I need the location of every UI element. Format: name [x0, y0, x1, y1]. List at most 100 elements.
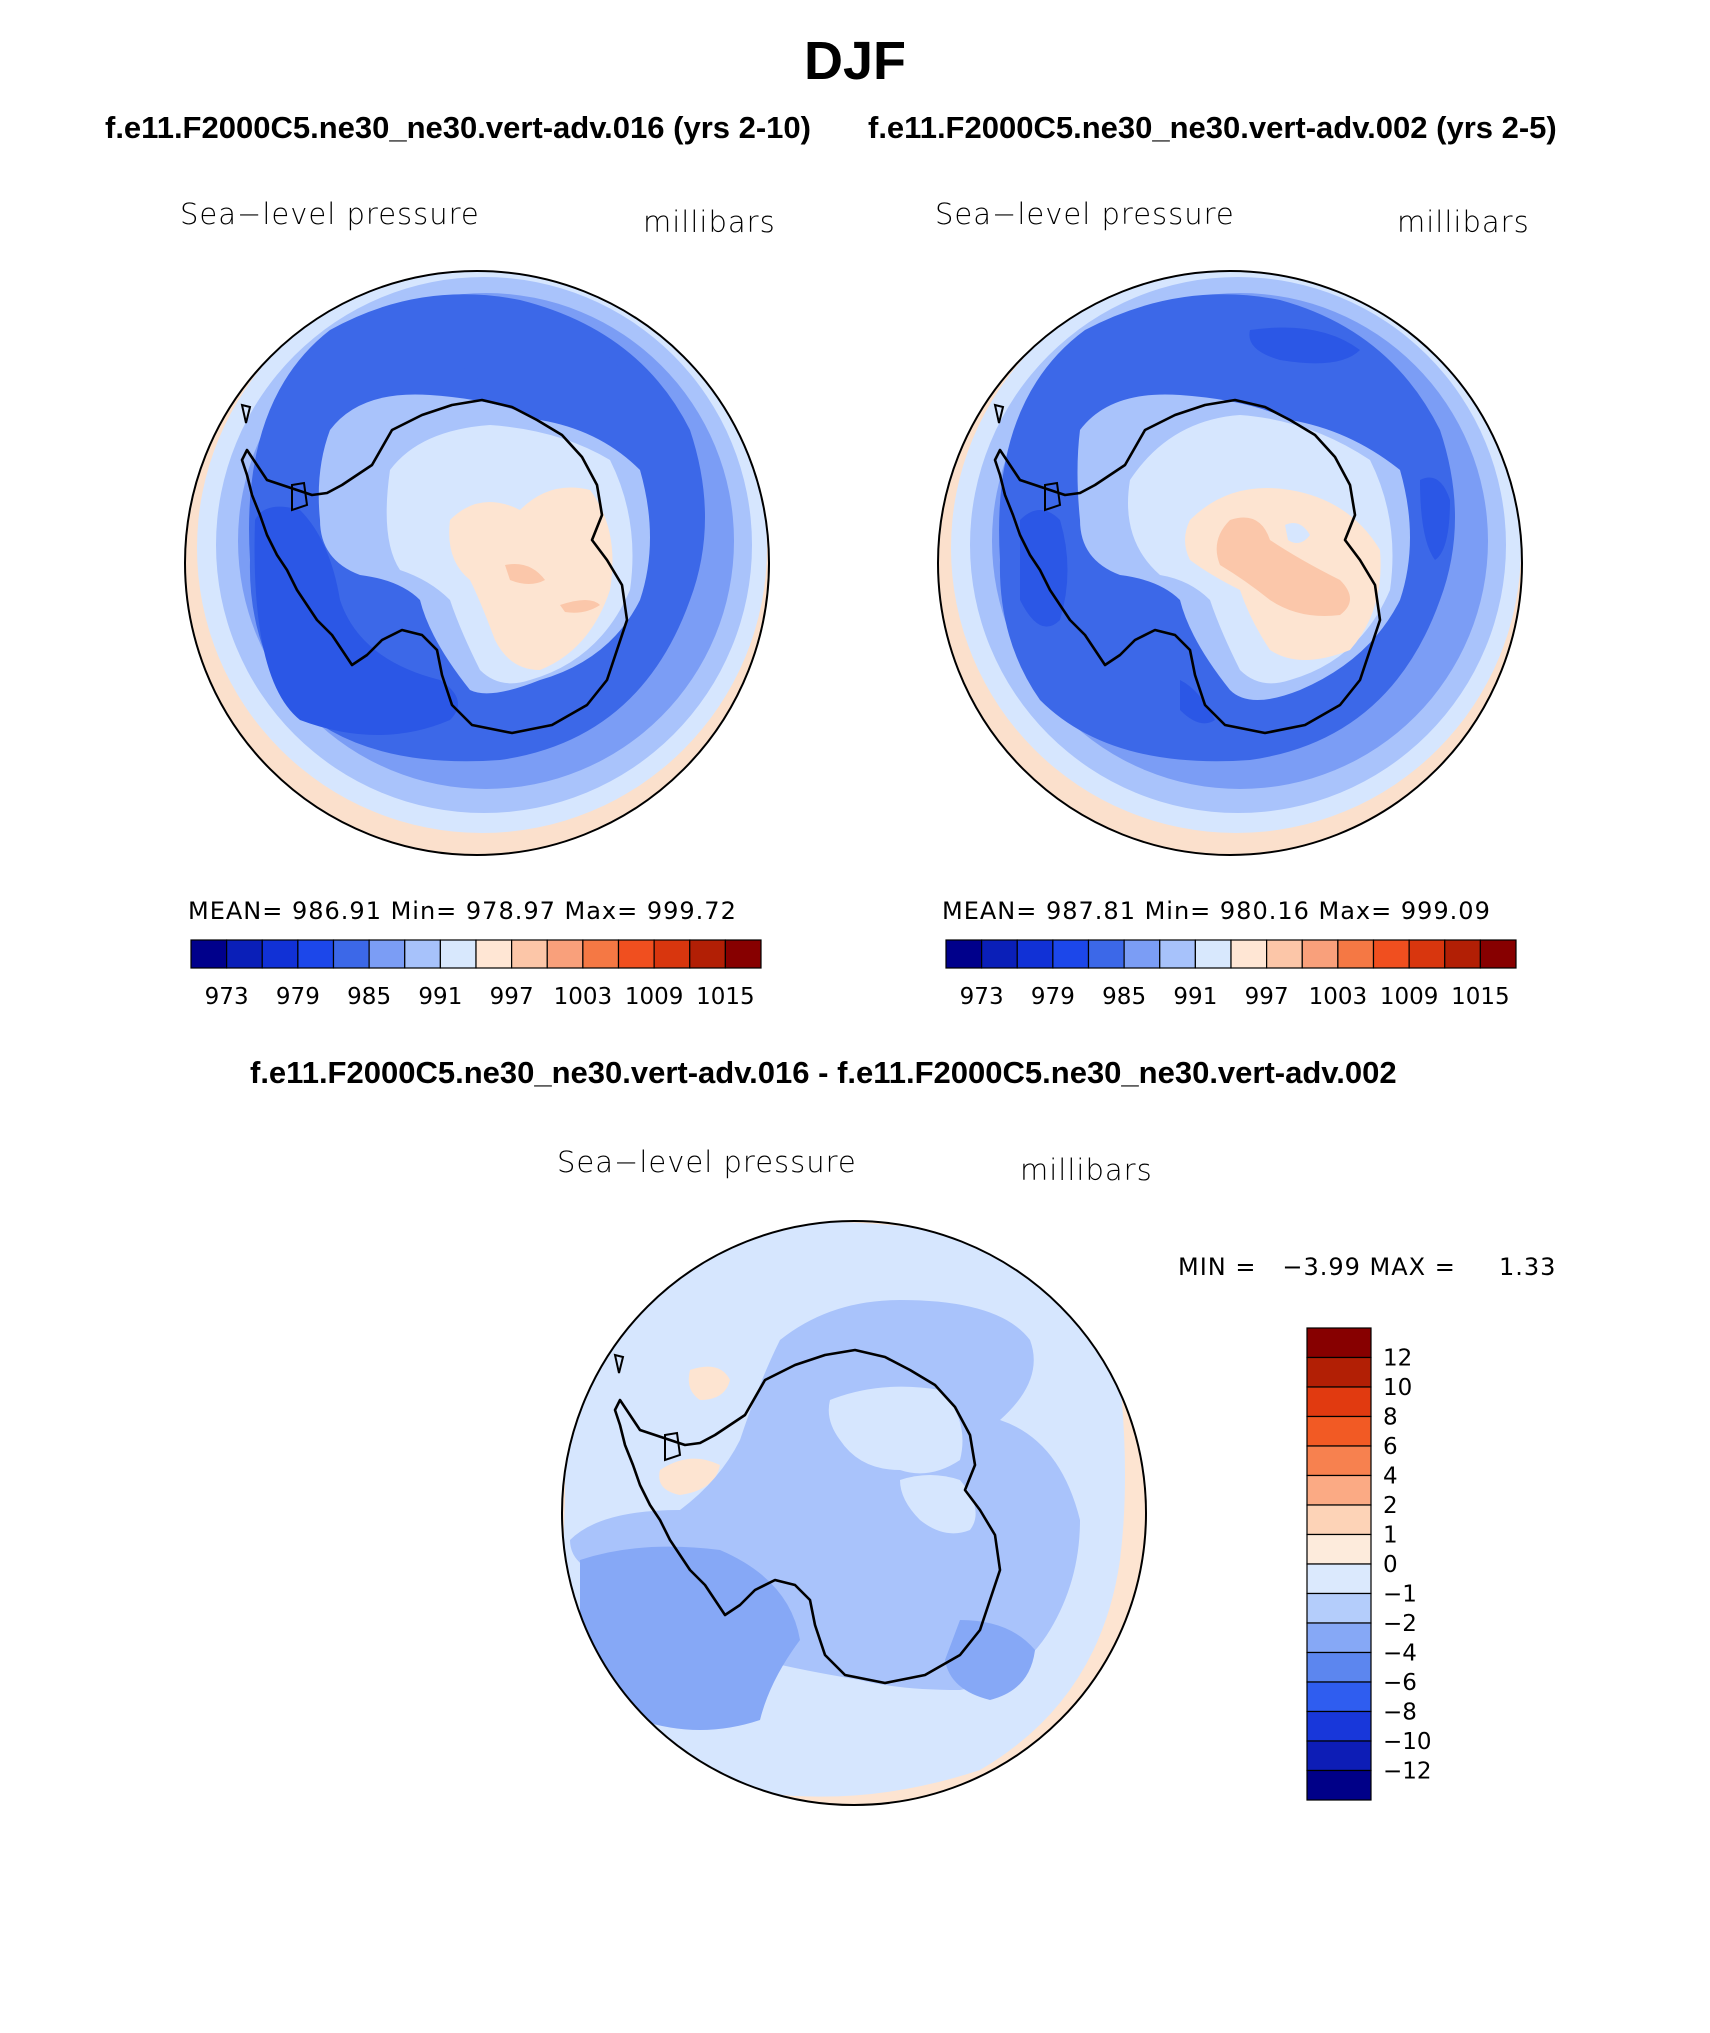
left-colorbar-swatch	[439, 939, 477, 969]
right-colorbar-swatch	[1052, 939, 1090, 969]
right-colorbar-swatch	[1372, 939, 1410, 969]
left-units-label: millibars	[643, 205, 776, 239]
right-colorbar-swatch	[1479, 939, 1517, 969]
right-units-label: millibars	[1397, 205, 1530, 239]
difference-colorbar-swatch	[1306, 1769, 1372, 1801]
diff-units-label: millibars	[1020, 1153, 1153, 1187]
right-colorbar-tick-label: 991	[1173, 984, 1217, 1010]
left-colorbar-tick-label: 1003	[554, 984, 613, 1010]
left-colorbar-swatch	[653, 939, 691, 969]
right-colorbar-swatch	[1087, 939, 1125, 969]
right-colorbar-tick-label: 973	[960, 984, 1004, 1010]
left-colorbar-swatch	[332, 939, 370, 969]
difference-colorbar-swatch	[1306, 1651, 1372, 1683]
left-colorbar-swatch	[190, 939, 228, 969]
right-colorbar-swatch	[1194, 939, 1232, 969]
right-colorbar-tick-label: 1009	[1380, 984, 1439, 1010]
right-colorbar-swatch	[1444, 939, 1481, 969]
difference-colorbar-tick-label: −12	[1383, 1759, 1432, 1785]
right-colorbar-swatch	[1337, 939, 1375, 969]
difference-polar-map	[562, 1221, 1146, 1805]
difference-colorbar-tick-label: −6	[1383, 1670, 1417, 1696]
right-colorbar-swatch	[1159, 939, 1196, 969]
right-colorbar-tick-label: 979	[1031, 984, 1075, 1010]
right-map-border	[937, 270, 1523, 856]
difference-colorbar-tick-label: 2	[1383, 1493, 1398, 1519]
diff-variable-label: Sea−level pressure	[557, 1145, 857, 1179]
difference-colorbar-tick-label: −2	[1383, 1611, 1417, 1637]
right-stats: MEAN= 987.81 Min= 980.16 Max= 999.09	[942, 897, 1491, 925]
left-colorbar-tick-label: 1015	[696, 984, 755, 1010]
right-colorbar-swatch	[1301, 939, 1339, 969]
right-colorbar-swatch	[1230, 939, 1268, 969]
left-colorbar: 973 979 985 991 997 1003 1009 1015	[190, 939, 762, 1010]
left-colorbar-swatch	[368, 939, 406, 969]
right-colorbar: 973 979 985 991 997 1003 1009 1015	[945, 939, 1517, 1010]
left-colorbar-tick-label: 991	[418, 984, 462, 1010]
right-colorbar-swatch	[1408, 939, 1446, 969]
left-colorbar-swatch	[546, 939, 584, 969]
difference-colorbar-swatch	[1306, 1563, 1372, 1595]
left-colorbar-swatch	[724, 939, 762, 969]
left-colorbar-swatch	[617, 939, 655, 969]
right-colorbar-swatch	[1123, 939, 1161, 969]
right-colorbar-tick-label: 997	[1245, 984, 1289, 1010]
difference-colorbar-tick-label: 6	[1383, 1434, 1398, 1460]
difference-colorbar-swatch	[1306, 1386, 1372, 1418]
difference-colorbar-swatch	[1306, 1327, 1372, 1359]
difference-colorbar-swatch	[1306, 1681, 1372, 1713]
left-colorbar-tick-label: 979	[276, 984, 320, 1010]
left-colorbar-swatch	[404, 939, 441, 969]
right-colorbar-swatch	[1266, 939, 1303, 969]
left-variable-label: Sea−level pressure	[180, 197, 480, 231]
right-case-title: f.e11.F2000C5.ne30_ne30.vert-adv.002 (yr…	[868, 110, 1557, 145]
left-colorbar-swatch	[475, 939, 513, 969]
left-colorbar-swatch	[226, 939, 263, 969]
difference-colorbar-tick-label: 4	[1383, 1464, 1398, 1490]
difference-colorbar-tick-label: 1	[1383, 1523, 1398, 1549]
right-colorbar-tick-label: 1015	[1451, 984, 1510, 1010]
right-polar-map	[938, 271, 1522, 855]
difference-colorbar-swatch	[1306, 1445, 1372, 1477]
difference-colorbar-swatch	[1306, 1415, 1372, 1447]
left-colorbar-tick-label: 973	[205, 984, 249, 1010]
difference-colorbar-swatch	[1306, 1740, 1372, 1772]
left-colorbar-swatch	[689, 939, 726, 969]
difference-colorbar-swatch	[1306, 1622, 1372, 1654]
right-colorbar-tick-label: 1003	[1309, 984, 1368, 1010]
left-colorbar-swatch	[261, 939, 299, 969]
left-colorbar-swatch	[582, 939, 620, 969]
left-stats: MEAN= 986.91 Min= 978.97 Max= 999.72	[188, 897, 737, 925]
right-colorbar-swatch	[981, 939, 1018, 969]
left-colorbar-tick-label: 985	[347, 984, 391, 1010]
left-colorbar-swatch	[511, 939, 548, 969]
left-polar-map	[185, 271, 769, 855]
left-map-border	[184, 270, 770, 856]
left-colorbar-swatch	[297, 939, 335, 969]
difference-colorbar-swatch	[1306, 1710, 1372, 1742]
difference-colorbar-swatch	[1306, 1356, 1372, 1388]
right-variable-label: Sea−level pressure	[935, 197, 1235, 231]
difference-colorbar-tick-label: 0	[1383, 1552, 1398, 1578]
right-colorbar-swatch	[1016, 939, 1054, 969]
left-colorbar-tick-label: 1009	[625, 984, 684, 1010]
left-colorbar-tick-label: 997	[490, 984, 534, 1010]
difference-colorbar-tick-label: −1	[1383, 1582, 1417, 1608]
difference-colorbar-tick-label: −4	[1383, 1641, 1417, 1667]
difference-map-border	[561, 1220, 1147, 1806]
diff-stats: MIN = −3.99 MAX = 1.33	[1178, 1253, 1557, 1281]
difference-colorbar-tick-label: 8	[1383, 1405, 1398, 1431]
difference-colorbar-tick-label: 10	[1383, 1375, 1412, 1401]
difference-colorbar-tick-label: −8	[1383, 1700, 1417, 1726]
difference-colorbar-tick-label: −10	[1383, 1729, 1432, 1755]
difference-colorbar-swatch	[1306, 1474, 1372, 1506]
difference-title: f.e11.F2000C5.ne30_ne30.vert-adv.016 - f…	[250, 1055, 1397, 1090]
right-colorbar-swatch	[945, 939, 983, 969]
right-colorbar-tick-label: 985	[1102, 984, 1146, 1010]
left-case-title: f.e11.F2000C5.ne30_ne30.vert-adv.016 (yr…	[105, 110, 811, 145]
figure-title: DJF	[803, 31, 906, 91]
difference-colorbar-swatch	[1306, 1592, 1372, 1624]
difference-colorbar-tick-label: 12	[1383, 1346, 1412, 1372]
